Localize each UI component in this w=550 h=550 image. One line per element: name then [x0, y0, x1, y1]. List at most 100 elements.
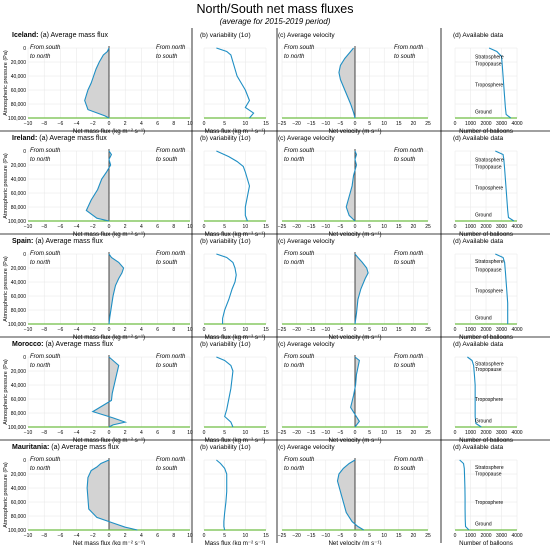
x-tick-label: 2000 — [480, 327, 491, 333]
x-tick-label: 0 — [454, 327, 457, 333]
x-tick-label: −10 — [322, 327, 331, 333]
x-tick-label: 0 — [203, 430, 206, 436]
panel-mauritania-a: Mauritania: (a) Average mass flux020,000… — [8, 444, 193, 545]
x-tick-label: −10 — [24, 430, 33, 436]
note-south-to-north-line: to north — [284, 157, 305, 163]
panel-title: Morocco: (a) Average mass flux — [12, 341, 114, 348]
panel-iceland-d: (d) Available dataStratosphereTropopause… — [441, 28, 523, 135]
x-tick-label: −10 — [322, 121, 331, 127]
x-tick-label: 4000 — [511, 224, 522, 230]
x-axis-label: Number of balloons — [459, 437, 513, 444]
x-tick-label: −20 — [292, 121, 301, 127]
x-tick-label: 4 — [140, 533, 143, 539]
x-tick-label: −15 — [307, 533, 316, 539]
x-tick-label: 15 — [263, 224, 269, 230]
x-tick-label: 2 — [124, 430, 127, 436]
x-tick-label: 5 — [223, 224, 226, 230]
x-tick-label: −10 — [322, 430, 331, 436]
row-iceland: Atmospheric pressure (Pa)Iceland: (a) Av… — [3, 28, 523, 135]
x-tick-label: 8 — [172, 224, 175, 230]
x-tick-label: 3000 — [496, 533, 507, 539]
x-tick-label: −4 — [74, 121, 80, 127]
x-tick-label: 2000 — [480, 121, 491, 127]
x-tick-label: −15 — [307, 430, 316, 436]
x-tick-label: 5 — [368, 121, 371, 127]
region-name: Mauritania: — [12, 444, 49, 451]
x-tick-label: 15 — [263, 327, 269, 333]
x-tick-label: −5 — [338, 430, 344, 436]
panel-title: (c) Average velocity — [278, 444, 335, 451]
x-tick-label: 8 — [172, 121, 175, 127]
x-tick-label: 5 — [223, 533, 226, 539]
note-north-to-south-line: to south — [394, 54, 416, 60]
x-tick-label: 10 — [381, 224, 387, 230]
area-fill — [85, 48, 109, 118]
x-tick-label: 3000 — [496, 121, 507, 127]
x-tick-label: 4000 — [511, 121, 522, 127]
panel-title: (c) Average velocity — [278, 135, 335, 142]
row-morocco: Atmospheric pressure (Pa) Morocco: (a) Av… — [0, 337, 550, 444]
x-tick-label: 4000 — [511, 533, 522, 539]
panel-title-text: (a) Average mass flux — [37, 135, 107, 142]
y-tick-label: 80,000 — [11, 514, 27, 520]
x-tick-label: 2000 — [480, 430, 491, 436]
note-south-to-north-line: From south — [284, 148, 315, 154]
y-tick-label: 40,000 — [11, 383, 27, 389]
layer-label: Troposphere — [475, 82, 503, 88]
x-tick-label: −8 — [41, 430, 47, 436]
panel-spain-d: (d) Available dataStratosphereTropopause… — [441, 234, 523, 341]
x-tick-label: 10 — [381, 121, 387, 127]
layer-label: Stratosphere — [475, 259, 504, 265]
region-name: Morocco: — [12, 341, 44, 348]
x-axis-label: Number of balloons — [459, 231, 513, 238]
x-tick-label: 1000 — [465, 327, 476, 333]
y-axis-label: Atmospheric pressure (Pa) — [3, 256, 9, 322]
x-tick-label: −4 — [74, 430, 80, 436]
x-tick-label: −5 — [338, 224, 344, 230]
x-tick-label: 5 — [368, 430, 371, 436]
area-fill — [87, 460, 137, 530]
panel-title: Ireland: (a) Average mass flux — [12, 135, 107, 142]
region-name: Ireland: — [12, 135, 37, 142]
note-south-to-north-line: From south — [30, 251, 61, 257]
y-axis-label: Atmospheric pressure (Pa) — [3, 359, 9, 425]
panel-title: (d) Available data — [453, 135, 503, 142]
panel-title: (b) variability (1σ) — [200, 444, 251, 451]
row-ireland: Atmospheric pressure (Pa)Ireland: (a) Av… — [0, 131, 550, 238]
x-tick-label: 2000 — [480, 224, 491, 230]
y-tick-label: 0 — [23, 252, 26, 258]
y-tick-label: 0 — [23, 46, 26, 52]
y-tick-label: 60,000 — [11, 191, 27, 197]
y-axis-label: Atmospheric pressure (Pa) — [3, 50, 9, 116]
x-tick-label: −5 — [338, 327, 344, 333]
panel-title: (c) Average velocity — [278, 341, 335, 348]
x-tick-label: −10 — [322, 224, 331, 230]
note-north-to-south-line: to south — [156, 54, 178, 60]
x-tick-label: 5 — [223, 430, 226, 436]
x-axis-label: Net mass flux (kg m⁻² s⁻¹) — [73, 128, 145, 135]
x-tick-label: 25 — [425, 121, 431, 127]
x-tick-label: 10 — [381, 430, 387, 436]
x-tick-label: 6 — [156, 121, 159, 127]
x-tick-label: −25 — [278, 430, 287, 436]
x-tick-label: 0 — [108, 327, 111, 333]
y-tick-label: 20,000 — [11, 60, 27, 66]
x-tick-label: 4 — [140, 224, 143, 230]
x-tick-label: −10 — [24, 327, 33, 333]
x-tick-label: 25 — [425, 327, 431, 333]
note-south-to-north-line: to north — [284, 54, 305, 60]
x-axis-label: Number of balloons — [459, 334, 513, 341]
x-tick-label: −5 — [338, 121, 344, 127]
x-tick-label: 5 — [368, 533, 371, 539]
